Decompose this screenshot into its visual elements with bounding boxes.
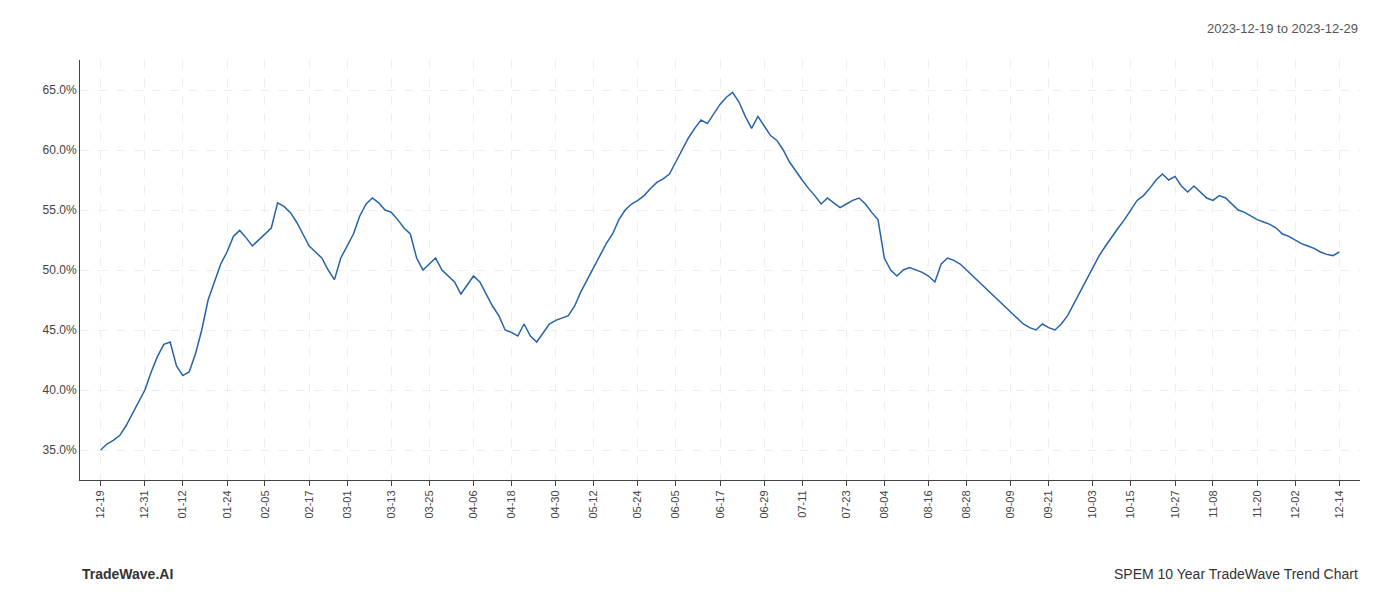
svg-text:12-02: 12-02 xyxy=(1289,490,1301,518)
svg-text:12-14: 12-14 xyxy=(1333,490,1345,518)
svg-text:10-15: 10-15 xyxy=(1124,490,1136,518)
svg-text:2023-12-19 to 2023-12-29: 2023-12-19 to 2023-12-29 xyxy=(1207,21,1358,36)
svg-text:05-12: 05-12 xyxy=(587,490,599,518)
svg-text:01-24: 01-24 xyxy=(221,490,233,518)
svg-text:SPEM 10 Year TradeWave Trend C: SPEM 10 Year TradeWave Trend Chart xyxy=(1114,566,1358,582)
svg-text:04-06: 04-06 xyxy=(467,490,479,518)
svg-text:50.0%: 50.0% xyxy=(43,263,77,277)
svg-text:TradeWave.AI: TradeWave.AI xyxy=(82,566,173,582)
svg-text:45.0%: 45.0% xyxy=(43,323,77,337)
svg-text:03-25: 03-25 xyxy=(423,490,435,518)
svg-text:05-24: 05-24 xyxy=(631,490,643,518)
svg-text:02-17: 02-17 xyxy=(303,490,315,518)
svg-text:65.0%: 65.0% xyxy=(43,83,77,97)
svg-text:02-05: 02-05 xyxy=(259,490,271,518)
svg-text:12-19: 12-19 xyxy=(94,490,106,518)
svg-text:11-20: 11-20 xyxy=(1251,490,1263,517)
svg-text:03-01: 03-01 xyxy=(341,490,353,518)
svg-text:07-23: 07-23 xyxy=(840,490,852,518)
svg-text:06-29: 06-29 xyxy=(758,490,770,518)
svg-text:35.0%: 35.0% xyxy=(43,443,77,457)
svg-text:08-16: 08-16 xyxy=(922,490,934,518)
svg-text:10-27: 10-27 xyxy=(1169,490,1181,518)
svg-text:04-30: 04-30 xyxy=(549,490,561,518)
svg-text:55.0%: 55.0% xyxy=(43,203,77,217)
svg-text:08-04: 08-04 xyxy=(878,490,890,518)
svg-text:10-03: 10-03 xyxy=(1086,490,1098,518)
svg-text:12-31: 12-31 xyxy=(138,490,150,518)
svg-text:11-08: 11-08 xyxy=(1207,490,1219,517)
svg-text:09-21: 09-21 xyxy=(1042,490,1054,518)
svg-text:60.0%: 60.0% xyxy=(43,143,77,157)
svg-text:09-09: 09-09 xyxy=(1004,490,1016,518)
svg-text:01-12: 01-12 xyxy=(176,490,188,518)
svg-text:06-17: 06-17 xyxy=(714,490,726,518)
svg-text:07-11: 07-11 xyxy=(796,490,808,517)
svg-text:06-05: 06-05 xyxy=(669,490,681,518)
svg-text:03-13: 03-13 xyxy=(385,490,397,518)
svg-text:08-28: 08-28 xyxy=(960,490,972,518)
svg-text:40.0%: 40.0% xyxy=(43,383,77,397)
svg-text:04-18: 04-18 xyxy=(505,490,517,518)
